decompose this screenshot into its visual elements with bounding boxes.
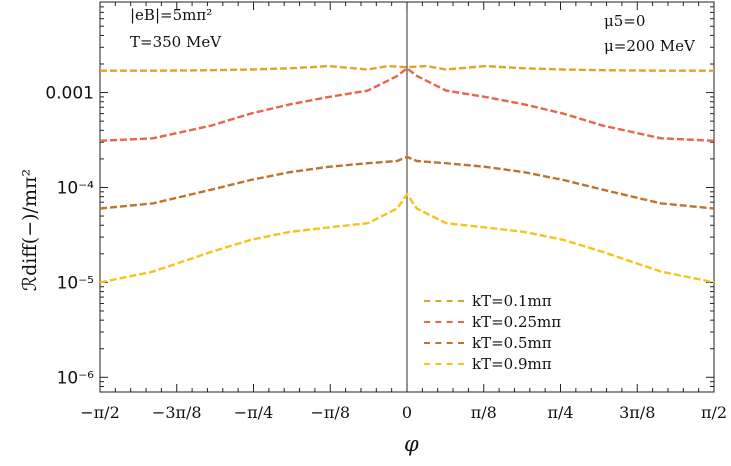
annotation-eb: |eB|=5mπ² — [130, 6, 213, 24]
x-tick-label: 3π/8 — [619, 403, 655, 422]
legend-swatch — [424, 362, 464, 365]
y-axis-label: ℛdiff(−)/mπ² — [19, 168, 41, 292]
x-tick-label: −π/2 — [80, 403, 120, 422]
y-tick-label: 10⁻⁵ — [57, 273, 94, 293]
annotation-temperature: T=350 MeV — [130, 33, 222, 51]
x-tick-label: π/2 — [701, 403, 727, 422]
legend-label: kT=0.5mπ — [472, 333, 552, 352]
annotation-mu: μ=200 MeV — [604, 37, 695, 55]
x-axis-label: φ — [404, 432, 419, 456]
x-tick-label: −π/4 — [234, 403, 274, 422]
series-line-3 — [99, 192, 715, 284]
y-tick-label: 10⁻⁶ — [57, 368, 95, 388]
legend-swatch — [424, 341, 464, 344]
series-line-2 — [99, 155, 715, 210]
legend-swatch — [424, 320, 464, 323]
y-tick-label: 10⁻⁴ — [57, 178, 95, 198]
x-tick-label: 0 — [402, 403, 412, 422]
legend-label: kT=0.9mπ — [472, 354, 552, 373]
legend-entry: kT=0.5mπ — [424, 332, 561, 353]
legend-entry: kT=0.25mπ — [424, 311, 561, 332]
x-tick-label: −3π/8 — [152, 403, 202, 422]
legend-swatch — [424, 299, 464, 302]
x-tick-label: −π/8 — [311, 403, 351, 422]
y-tick-label: 0.001 — [45, 84, 94, 104]
annotation-mu5: μ5=0 — [604, 12, 646, 30]
x-tick-label: π/4 — [547, 403, 573, 422]
series-line-1 — [99, 67, 715, 142]
legend-entry: kT=0.1mπ — [424, 290, 561, 311]
legend: kT=0.1mπ kT=0.25mπ kT=0.5mπ kT=0.9mπ — [424, 290, 561, 374]
legend-label: kT=0.25mπ — [472, 312, 562, 331]
legend-label: kT=0.1mπ — [472, 291, 552, 310]
legend-entry: kT=0.9mπ — [424, 353, 561, 374]
x-tick-label: π/8 — [471, 403, 497, 422]
